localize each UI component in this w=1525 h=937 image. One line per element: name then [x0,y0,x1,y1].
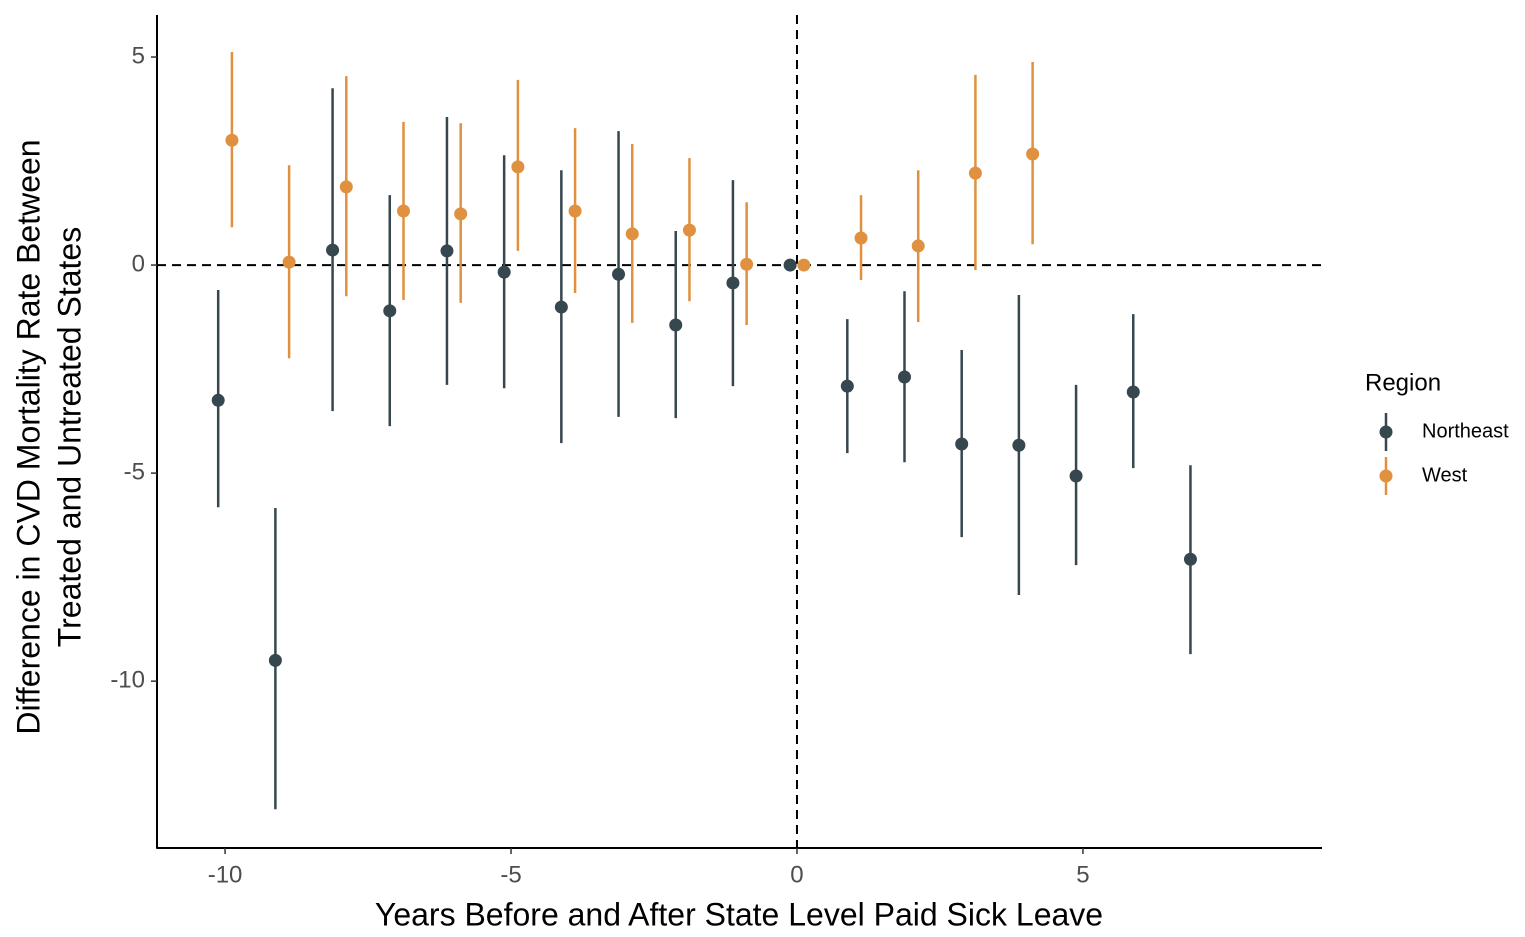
y-tick-label: 0 [132,250,145,277]
point [282,255,296,269]
point [740,257,754,271]
point [1026,147,1040,161]
point [568,204,582,218]
point [396,204,410,218]
y-tick-label: 5 [132,42,145,69]
point [383,304,397,318]
point [682,223,696,237]
point [1069,469,1083,483]
point [1126,385,1140,399]
legend-key-point [1379,469,1393,483]
point [783,258,797,272]
x-tick-label: -5 [500,861,521,888]
point [339,180,353,194]
point [854,231,868,245]
point [268,653,282,667]
point [897,370,911,384]
point [911,239,925,253]
point [669,318,683,332]
y-tick-label: -5 [124,458,145,485]
point [225,133,239,147]
point [726,276,740,290]
y-axis-label: Difference in CVD Mortality Rate Between… [10,139,87,734]
point [612,267,626,281]
y-axis-label-line: Difference in CVD Mortality Rate Between [10,139,46,734]
x-tick-label: -10 [208,861,243,888]
point [968,166,982,180]
point [797,258,811,272]
point [625,227,639,241]
point [955,437,969,451]
point [497,265,511,279]
y-axis-label-line: Treated and Untreated States [51,227,87,647]
point [554,300,568,314]
point [326,243,340,257]
point [454,207,468,221]
legend-key-point [1379,425,1393,439]
point [1183,552,1197,566]
legend-label: West [1422,464,1468,486]
point [211,393,225,407]
point [511,160,525,174]
x-tick-label: 0 [790,861,803,888]
y-tick-label: -10 [110,666,145,693]
point [840,379,854,393]
point [440,244,454,258]
legend-title: Region [1365,369,1441,396]
point [1012,438,1026,452]
legend-label: Northeast [1422,420,1509,442]
x-axis-label: Years Before and After State Level Paid … [375,896,1103,932]
x-tick-label: 5 [1076,861,1089,888]
